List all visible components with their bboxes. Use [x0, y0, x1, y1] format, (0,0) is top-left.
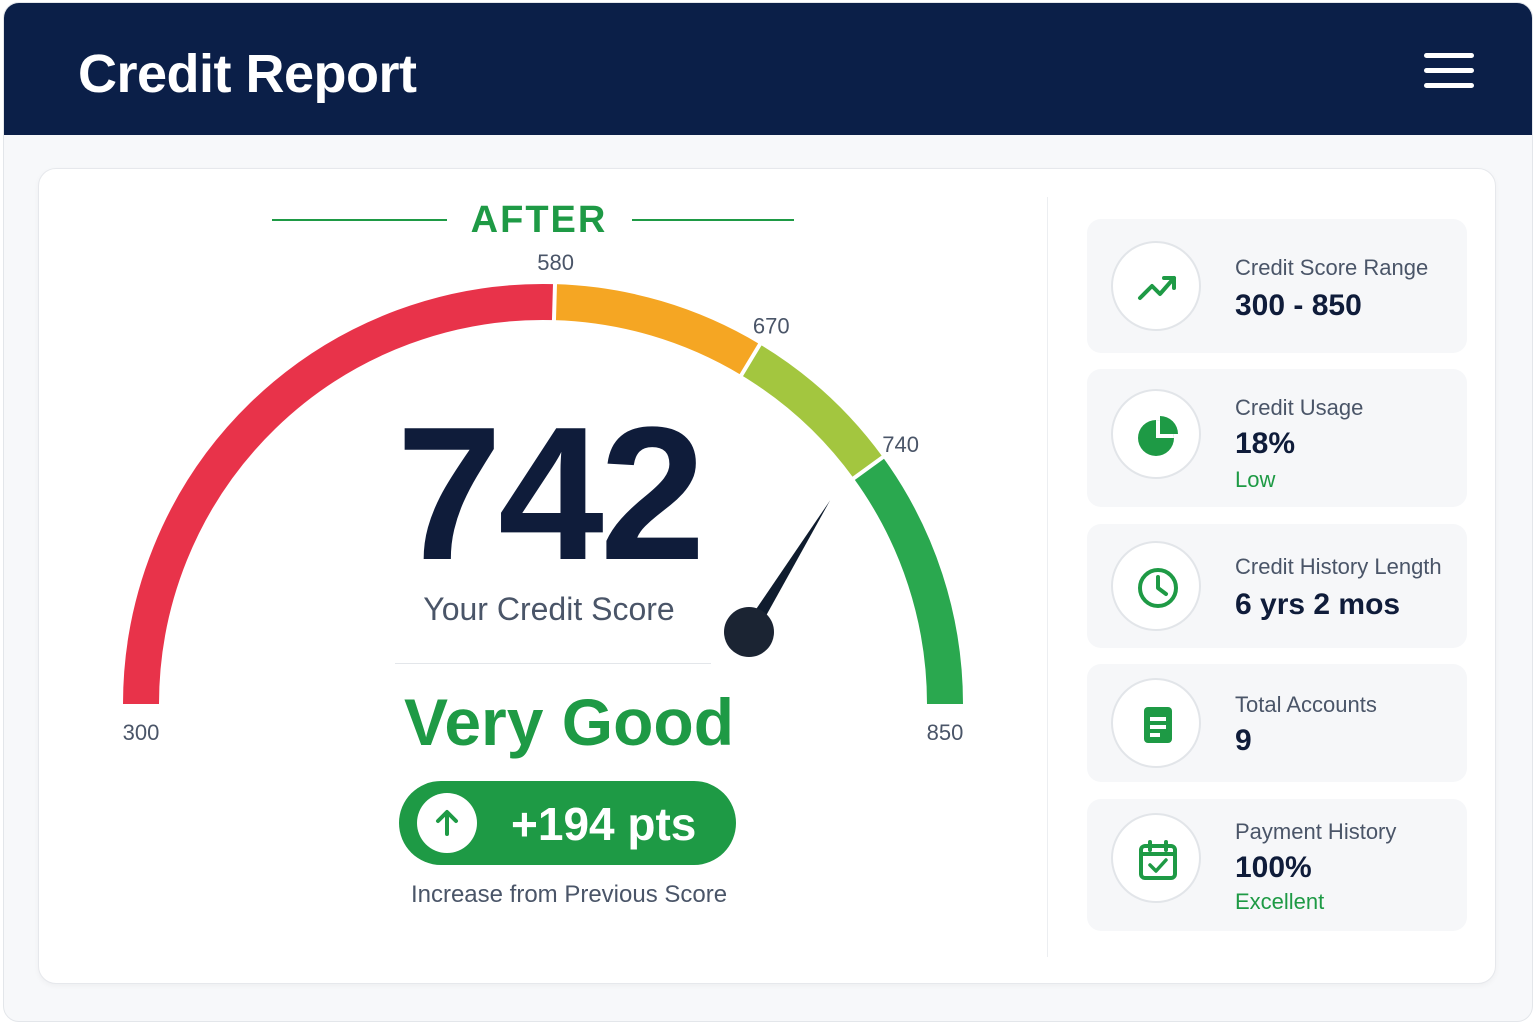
gauge-tick-label: 670	[753, 313, 790, 338]
stat-credit-score-range: Credit Score Range 300 - 850	[1087, 219, 1467, 353]
gauge-band-0	[123, 284, 555, 705]
header-bar: Credit Report	[4, 3, 1532, 135]
gauge-band-separator	[551, 282, 558, 323]
score-rating: Very Good	[403, 685, 735, 759]
credit-score-gauge: 300 580 670 740 850	[123, 250, 964, 745]
trend-up-icon	[1111, 241, 1201, 331]
gauge-tick-label: 850	[927, 720, 964, 745]
gauge-tick-label: 300	[123, 720, 160, 745]
clock-icon	[1111, 541, 1201, 631]
stat-value: 100%	[1235, 851, 1312, 884]
stat-value: 9	[1235, 724, 1252, 757]
calendar-check-icon	[1111, 813, 1201, 903]
gauge-needle	[724, 500, 831, 657]
document-icon	[1111, 678, 1201, 768]
gauge-needle-pointer	[743, 500, 831, 636]
stat-credit-usage: Credit Usage 18% Low	[1087, 369, 1467, 507]
stat-sub: Excellent	[1235, 889, 1325, 914]
section-label: AFTER	[470, 199, 608, 241]
gauge-band-separator	[738, 341, 763, 378]
score-change-badge: +194 pts	[399, 781, 736, 865]
score-card: AFTER 300 580 670 740 850 742 Your Credit Sc…	[38, 168, 1496, 984]
stat-value: 300 - 850	[1235, 289, 1362, 322]
stat-payment-history: Payment History 100% Excellent	[1087, 799, 1467, 931]
score-change-value: +194 pts	[511, 798, 697, 850]
gauge-tick-label: 580	[537, 250, 574, 275]
stat-total-accounts: Total Accounts 9	[1087, 664, 1467, 782]
pie-chart-icon	[1111, 389, 1201, 479]
stat-credit-history-length: Credit History Length 6 yrs 2 mos	[1087, 524, 1467, 648]
app-window: Credit Report AFTER 300 580 670 740 850 742 …	[3, 2, 1533, 1022]
hamburger-menu-icon[interactable]	[1424, 53, 1474, 89]
vertical-divider	[1047, 197, 1048, 957]
gauge-needle-hub	[724, 607, 774, 657]
page-title: Credit Report	[78, 44, 417, 104]
score-change-caption: Increase from Previous Score	[410, 881, 728, 908]
stat-label: Credit Score Range	[1235, 255, 1429, 280]
stat-value: 6 yrs 2 mos	[1235, 588, 1401, 621]
arrow-up-icon	[417, 793, 477, 853]
gauge-band-1	[553, 284, 760, 376]
gauge-band-3	[853, 457, 963, 705]
gauge-band-2	[741, 344, 883, 479]
stat-label: Payment History	[1235, 819, 1397, 844]
after-line-right	[632, 219, 794, 221]
stat-label: Credit Usage	[1235, 395, 1364, 420]
stat-value: 18%	[1235, 427, 1296, 460]
gauge-band-separator	[850, 454, 886, 482]
stat-label: Credit History Length	[1235, 554, 1442, 579]
stat-sub: Low	[1235, 467, 1276, 492]
divider	[395, 663, 711, 664]
gauge-tick-label: 740	[882, 432, 919, 457]
stat-label: Total Accounts	[1235, 692, 1377, 717]
after-line-left	[272, 219, 447, 221]
credit-score-value: 742	[396, 388, 705, 600]
credit-score-label: Your Credit Score	[423, 591, 675, 627]
